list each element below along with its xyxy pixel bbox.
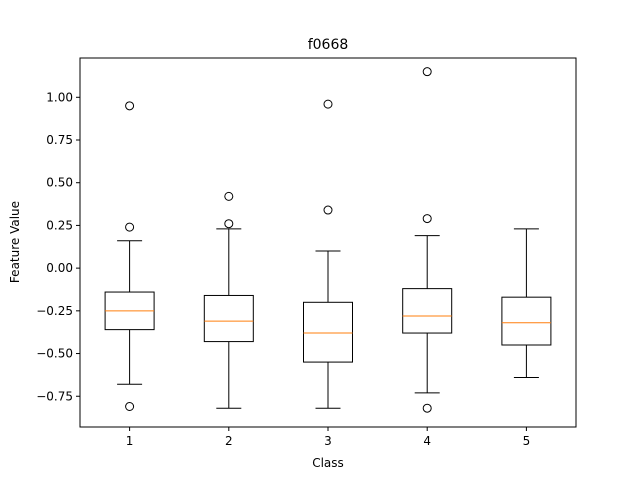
outlier-point	[125, 402, 135, 411]
y-tick-label: 0.25	[46, 218, 73, 232]
outlier-point	[125, 222, 135, 232]
x-tick-label: 2	[225, 434, 233, 448]
x-tick-label: 1	[126, 434, 134, 448]
box-body	[501, 296, 552, 346]
outlier-point	[125, 101, 135, 111]
y-tick-label: −0.75	[36, 389, 73, 403]
plot-area: −0.75 −0.50 −0.25 0.00 0.25 0.50 0.75 1.00 1 2 3 4 5	[36, 67, 552, 448]
outlier-point	[323, 205, 333, 215]
box-body	[203, 294, 254, 343]
outlier-point	[224, 219, 234, 229]
outlier-point	[422, 214, 432, 224]
axes-frame	[79, 57, 577, 428]
x-tick-label: 4	[423, 434, 431, 448]
x-tick-label: 3	[324, 434, 332, 448]
outlier-point	[224, 191, 234, 201]
y-tick-label: 1.00	[46, 90, 73, 104]
y-tick-label: 0.50	[46, 176, 73, 190]
outlier-point	[323, 99, 333, 109]
box-body	[303, 301, 353, 363]
y-tick-label: 0.75	[46, 133, 73, 147]
box-body	[402, 288, 453, 334]
outlier-point	[422, 67, 432, 77]
chart-title: f0668	[308, 37, 349, 53]
y-tick-label: −0.25	[36, 304, 73, 318]
y-axis-label: Feature Value	[8, 201, 22, 283]
outlier-point	[422, 403, 432, 413]
x-tick-label: 5	[523, 434, 531, 448]
x-axis-label: Class	[312, 456, 344, 470]
y-tick-label: 0.00	[46, 261, 73, 275]
y-tick-label: −0.50	[36, 347, 73, 361]
